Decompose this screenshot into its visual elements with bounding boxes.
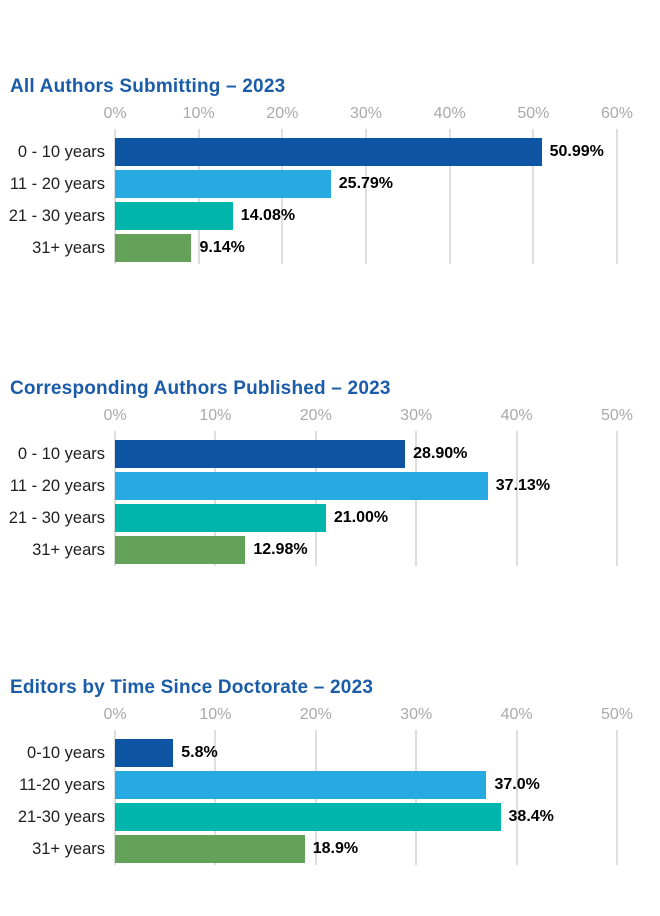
category-label: 31+ years [32,239,105,257]
axis-tick-label: 10% [199,706,232,723]
value-label: 28.90% [413,445,468,462]
gridline [448,129,451,264]
category-label: 21-30 years [17,808,105,826]
bar [115,835,305,863]
value-label: 38.4% [508,808,554,825]
category-label: 11-20 years [19,776,105,794]
gridline [365,129,367,264]
axis-tick-label: 40% [433,105,466,122]
axis-tick-label: 10% [199,407,232,424]
plot-area: 0% 10% 20% 30% 40% 50% 0-10 years 5.8% 11-20 yea… [0,661,660,876]
axis-tick-label: 20% [266,105,299,122]
category-label: 0 - 10 years [17,143,105,161]
gridline [515,431,518,566]
bar [115,739,174,767]
bar [115,234,192,262]
axis-tick-label: 0% [103,105,127,122]
axis-tick-label: 50% [600,706,634,723]
gridline [532,129,535,264]
plot-area: 0% 10% 20% 30% 40% 50% 60% 0 - 10 years 50.99% 11… [0,60,660,275]
gridline [616,431,618,566]
bar [115,771,487,799]
value-label: 50.99% [549,143,604,160]
category-label: 0 - 10 years [17,445,105,463]
value-label: 37.13% [495,477,551,494]
bar [115,202,233,230]
axis-tick-label: 20% [299,407,332,424]
bar [115,536,246,564]
axis-tick-label: 10% [182,105,215,122]
axis-tick-label: 60% [600,105,634,122]
value-label: 5.8% [181,744,218,761]
value-label: 14.08% [240,207,296,224]
axis-tick-label: 20% [299,706,332,723]
chart-all-authors-submitting: All Authors Submitting – 2023 0% 10% 20% 30… [0,60,660,275]
chart-editors-by-time-since-doctorate: Editors by Time Since Doctorate – 2023 0… [0,661,660,876]
chart-corresponding-authors-published: Corresponding Authors Published – 2023 0… [0,362,660,577]
category-label: 11 - 20 years [9,477,105,495]
bar [115,504,326,532]
axis-tick-label: 30% [400,407,433,424]
category-label: 31+ years [32,840,105,858]
plot-area: 0% 10% 20% 30% 40% 50% 0 - 10 years 28.90% 11 - … [0,362,660,577]
chart-title: Corresponding Authors Published – 2023 [10,377,391,399]
axis-tick-label: 40% [500,706,533,723]
axis-tick-label: 30% [349,105,383,122]
category-label: 21 - 30 years [8,207,105,225]
axis-tick-label: 50% [600,407,634,424]
category-label: 21 - 30 years [8,509,105,527]
bar [115,138,542,166]
value-label: 9.14% [199,239,245,256]
value-label: 21.00% [333,509,389,526]
axis-tick-label: 0% [103,407,127,424]
axis-tick-label: 50% [517,105,550,122]
value-label: 12.98% [253,541,308,558]
category-label: 31+ years [32,541,105,559]
bar [115,440,406,468]
axis-tick-label: 0% [103,706,127,723]
axis-tick-label: 30% [400,706,433,723]
chart-title: All Authors Submitting – 2023 [10,75,286,97]
gridline [616,129,618,264]
bar [115,803,501,831]
category-label: 0-10 years [27,744,105,762]
value-label: 37.0% [494,776,540,793]
value-label: 25.79% [338,175,394,192]
bar [115,472,488,500]
axis-tick-label: 40% [500,407,533,424]
gridline [515,730,518,865]
bar [115,170,331,198]
value-label: 18.9% [312,840,359,857]
chart-title: Editors by Time Since Doctorate – 2023 [10,676,374,698]
category-label: 11 - 20 years [9,175,105,193]
gridline [616,730,618,865]
